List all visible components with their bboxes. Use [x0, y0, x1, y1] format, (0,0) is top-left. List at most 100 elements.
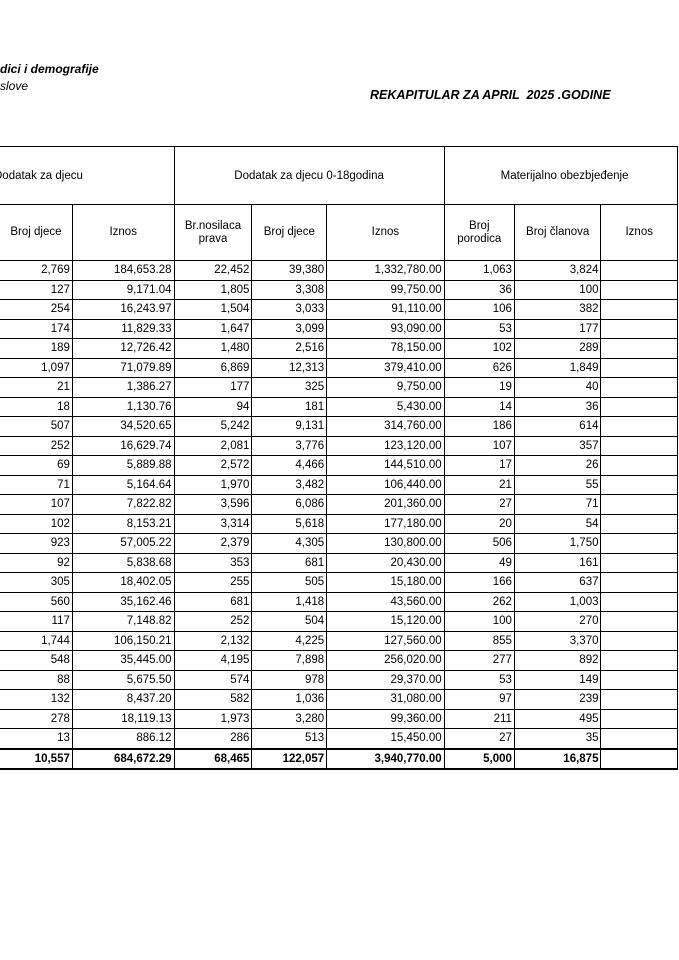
cell: 16,629.74 — [71, 435, 175, 456]
cell: 184,653.28 — [71, 260, 175, 281]
group-header: Dodatak za djecu — [0, 146, 175, 205]
cell: 1,003 — [513, 591, 602, 612]
cell: 15,120.00 — [326, 611, 445, 632]
cell: 94 — [173, 396, 253, 417]
cell: 53 — [443, 318, 515, 339]
cell: 21 — [0, 377, 73, 398]
cell: 2,572 — [173, 455, 253, 476]
cell: 923 — [0, 533, 73, 554]
cell: 1,130.76 — [71, 396, 175, 417]
cell: 99,360.00 — [326, 708, 445, 729]
cell: 8,437.20 — [71, 689, 175, 710]
cell: 20,430.00 — [326, 552, 445, 573]
cell: 277 — [443, 650, 515, 671]
cell — [600, 669, 678, 690]
table-row: 278 18,119.13 1,973 3,280 99,360.00 211 495 — [0, 708, 678, 729]
cell: 560 — [0, 591, 73, 612]
cell: 55 — [513, 474, 602, 495]
cell: 1,805 — [173, 279, 253, 300]
cell: 149 — [513, 669, 602, 690]
cell: 97 — [443, 689, 515, 710]
table-row: 69 5,889.88 2,572 4,466 144,510.00 17 26 — [0, 455, 678, 476]
cell: 21 — [443, 474, 515, 495]
cell — [600, 377, 678, 398]
cell — [600, 650, 678, 671]
cell: 9,171.04 — [71, 279, 175, 300]
cell: 305 — [0, 572, 73, 593]
cell: 127,560.00 — [326, 630, 445, 651]
cell: 614 — [513, 416, 602, 437]
cell — [600, 338, 678, 359]
report-title: REKAPITULAR ZA APRIL 2025 .GODINE — [370, 88, 611, 102]
column-header: Br.nosilaca prava — [173, 204, 253, 261]
cell: 9,131 — [251, 416, 328, 437]
cell: 22,452 — [173, 260, 253, 281]
cell: 325 — [251, 377, 328, 398]
cell: 2,769 — [0, 260, 73, 281]
cell: 14 — [443, 396, 515, 417]
cell: 211 — [443, 708, 515, 729]
cell: 12,726.42 — [71, 338, 175, 359]
cell: 262 — [443, 591, 515, 612]
cell: 1,097 — [0, 357, 73, 378]
group-header: Dodatak za djecu 0-18godina — [173, 146, 445, 205]
cell — [600, 435, 678, 456]
table-row: 127 9,171.04 1,805 3,308 99,750.00 36 100 — [0, 279, 678, 300]
table-row: 1,097 71,079.89 6,869 12,313 379,410.00 626 1,… — [0, 357, 678, 378]
cell: 5,242 — [173, 416, 253, 437]
cell: 548 — [0, 650, 73, 671]
total-cell: 68,465 — [173, 747, 253, 770]
cell: 637 — [513, 572, 602, 593]
cell: 35,162.46 — [71, 591, 175, 612]
cell: 506 — [443, 533, 515, 554]
cell: 100 — [513, 279, 602, 300]
cell: 127 — [0, 279, 73, 300]
column-header: Broj porodica — [443, 204, 515, 261]
cell: 39,380 — [251, 260, 328, 281]
cell: 239 — [513, 689, 602, 710]
cell — [600, 416, 678, 437]
cell — [600, 318, 678, 339]
cell — [600, 591, 678, 612]
cell: 31,080.00 — [326, 689, 445, 710]
cell: 505 — [251, 572, 328, 593]
cell — [600, 630, 678, 651]
org-line: slove — [0, 79, 29, 93]
cell: 256,020.00 — [326, 650, 445, 671]
table-row: 560 35,162.46 681 1,418 43,560.00 262 1,003 — [0, 591, 678, 612]
cell — [600, 689, 678, 710]
cell: 353 — [173, 552, 253, 573]
cell: 18,402.05 — [71, 572, 175, 593]
cell: 314,760.00 — [326, 416, 445, 437]
cell: 102 — [443, 338, 515, 359]
cell: 507 — [0, 416, 73, 437]
cell: 1,647 — [173, 318, 253, 339]
cell: 166 — [443, 572, 515, 593]
table-row: 107 7,822.82 3,596 6,086 201,360.00 27 71 — [0, 494, 678, 515]
cell — [600, 513, 678, 534]
cell: 1,970 — [173, 474, 253, 495]
cell: 6,869 — [173, 357, 253, 378]
cell: 17 — [443, 455, 515, 476]
table-row: 305 18,402.05 255 505 15,180.00 166 637 — [0, 572, 678, 593]
total-cell: 122,057 — [251, 747, 328, 770]
cell: 5,889.88 — [71, 455, 175, 476]
cell: 382 — [513, 299, 602, 320]
cell: 252 — [0, 435, 73, 456]
cell: 3,099 — [251, 318, 328, 339]
cell: 29,370.00 — [326, 669, 445, 690]
cell: 1,750 — [513, 533, 602, 554]
cell: 1,063 — [443, 260, 515, 281]
cell: 57,005.22 — [71, 533, 175, 554]
cell: 15,450.00 — [326, 728, 445, 749]
cell: 1,332,780.00 — [326, 260, 445, 281]
cell: 93,090.00 — [326, 318, 445, 339]
cell — [600, 533, 678, 554]
cell — [600, 396, 678, 417]
cell: 582 — [173, 689, 253, 710]
cell: 186 — [443, 416, 515, 437]
cell: 379,410.00 — [326, 357, 445, 378]
cell: 132 — [0, 689, 73, 710]
cell: 252 — [173, 611, 253, 632]
